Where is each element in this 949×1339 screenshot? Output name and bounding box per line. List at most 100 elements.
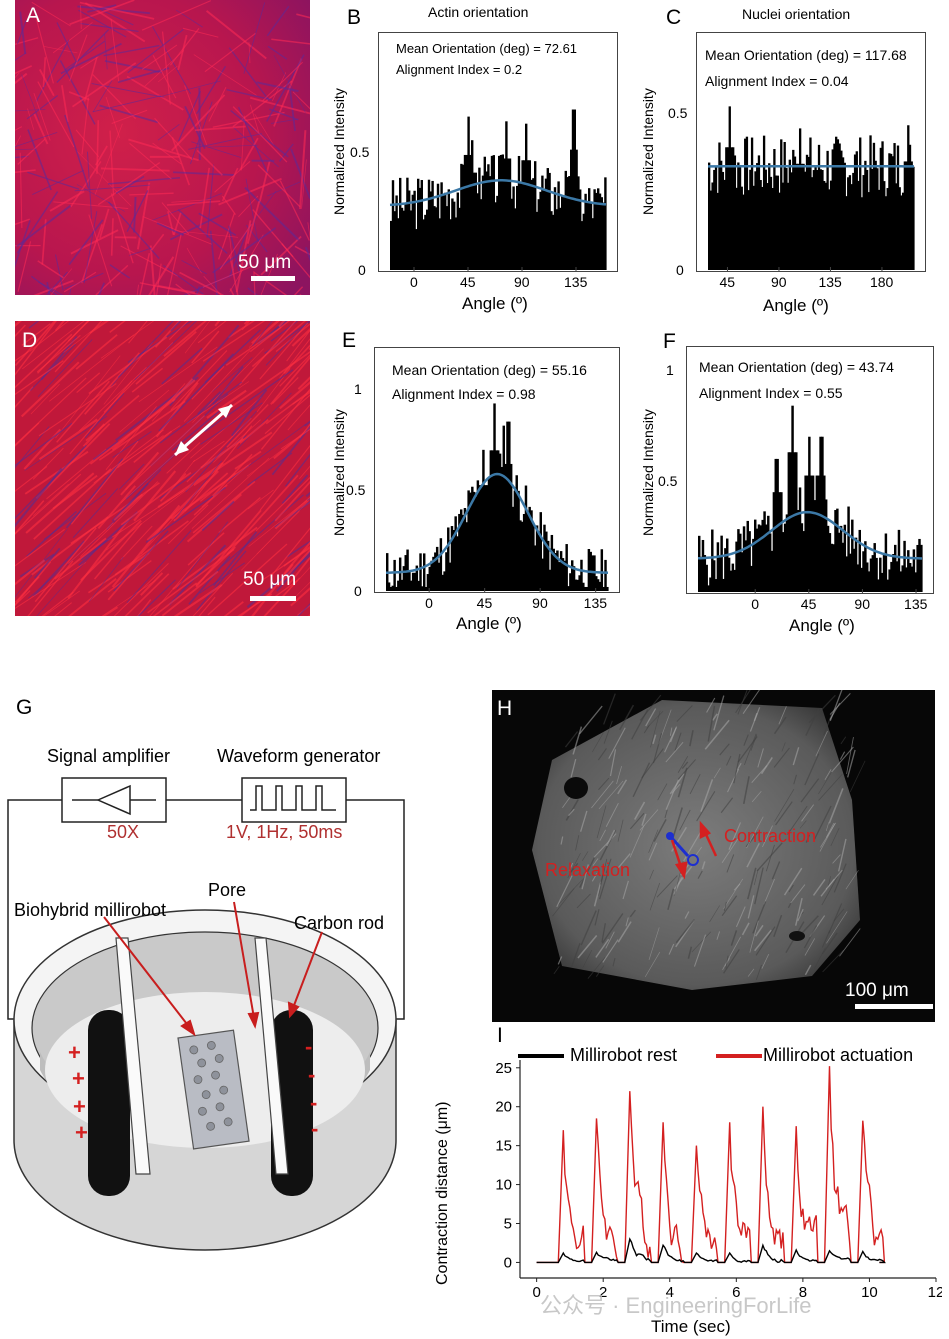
histogram-bar	[487, 164, 490, 270]
histogram-bar	[530, 510, 533, 591]
histogram-bar	[905, 161, 908, 270]
x-tick-label: 2	[599, 1284, 607, 1300]
histogram-bar	[908, 563, 912, 592]
histogram-bar	[434, 552, 437, 591]
histogram-bar	[395, 586, 398, 591]
histogram-bar	[767, 515, 770, 592]
x-tick-label: 45	[476, 595, 493, 611]
histogram-bar	[417, 580, 420, 591]
histogram-bar	[862, 175, 865, 270]
histogram-bar	[755, 528, 759, 592]
histogram-bar	[443, 571, 446, 591]
panel-c-histogram	[696, 32, 926, 272]
x-tick-label: 90	[532, 595, 548, 611]
histogram-bar	[787, 452, 791, 592]
histogram-bar	[768, 163, 771, 270]
histogram-bar	[506, 421, 509, 591]
histogram-bar	[523, 160, 526, 270]
histogram-bar	[524, 485, 528, 591]
histogram-bar	[426, 574, 430, 591]
histogram-bar	[449, 219, 452, 270]
histogram-bar	[467, 116, 470, 270]
histogram-bar	[903, 161, 907, 270]
legend-rest-label: Millirobot rest	[570, 1045, 678, 1065]
watermark: 公众号 · EngineeringForLife	[540, 1293, 812, 1318]
histogram-bar	[596, 579, 600, 591]
histogram-bar	[703, 555, 707, 592]
rest-series-line	[536, 1237, 887, 1264]
histogram-bar	[750, 137, 754, 270]
histogram-bar	[720, 535, 723, 592]
histogram-bar	[856, 564, 860, 592]
histogram-bar	[422, 219, 425, 270]
histogram-bar	[860, 197, 864, 270]
histogram-bar	[912, 549, 916, 592]
histogram-bar	[445, 206, 449, 270]
histogram-bar	[857, 180, 860, 270]
histogram-bar	[501, 154, 504, 270]
histogram-bar	[562, 195, 566, 270]
histogram-bar	[910, 161, 913, 270]
histogram-bar	[440, 182, 443, 270]
histogram-bar	[432, 556, 435, 591]
histogram-bar	[721, 171, 725, 270]
histogram-bar	[580, 221, 584, 270]
panel-b-title: Actin orientation	[428, 4, 529, 20]
carbon-rod-left	[88, 1010, 130, 1196]
histogram-bar	[778, 492, 781, 592]
histogram-bar	[718, 142, 721, 270]
millirobot-label: Biohybrid millirobot	[14, 900, 167, 920]
histogram-bar	[534, 545, 537, 591]
histogram-bar	[588, 188, 591, 270]
histogram-bar	[578, 575, 581, 591]
histogram-bar	[474, 172, 477, 270]
histogram-bar	[792, 149, 795, 270]
histogram-bar	[502, 425, 505, 591]
histogram-bar	[884, 533, 888, 592]
histogram-bar	[850, 184, 853, 270]
x-tick-label: 8	[799, 1284, 807, 1300]
histogram-bar	[395, 195, 398, 270]
histogram-bars	[390, 109, 607, 271]
histogram-bar	[840, 150, 843, 270]
panel-b-ylabel: Normalized Intensity	[331, 88, 347, 215]
histogram-bar	[460, 163, 463, 270]
histogram-bar	[828, 189, 831, 270]
histogram-bar	[737, 162, 740, 270]
histogram-bar	[727, 557, 731, 592]
histogram-bar	[869, 558, 873, 592]
histogram-bar	[521, 521, 524, 591]
histogram-bar	[400, 207, 404, 270]
histogram-bar	[806, 475, 809, 592]
histogram-bar	[545, 531, 548, 591]
panel-label-d: D	[22, 329, 38, 352]
histogram-bar	[577, 176, 580, 270]
histogram-bar	[458, 207, 461, 270]
histogram-bar	[465, 154, 468, 270]
histogram-bar	[522, 513, 526, 591]
gaussian-fit-line	[389, 179, 607, 207]
histogram-bar	[895, 183, 898, 270]
histogram-bar	[503, 158, 506, 270]
histogram-bar	[733, 569, 736, 592]
histogram-bar	[462, 164, 465, 270]
histogram-bar	[573, 109, 576, 271]
histogram-bar	[790, 172, 793, 270]
histogram-bar	[903, 540, 906, 592]
histogram-bar	[598, 581, 602, 591]
histogram-bar	[740, 186, 743, 270]
histogram-bar	[582, 213, 585, 270]
panel-f-ylabel: Normalized Intensity	[640, 409, 656, 536]
histogram-bar	[579, 189, 582, 270]
histogram-bar	[783, 142, 786, 270]
histogram-bar	[788, 159, 791, 270]
histogram-bar	[417, 178, 420, 270]
histogram-bar	[766, 183, 769, 270]
legend-actuation-label: Millirobot actuation	[763, 1045, 914, 1065]
panel-d-micrograph	[15, 321, 310, 616]
histogram-bar	[763, 511, 766, 592]
histogram-bar	[543, 524, 546, 591]
histogram-bar	[823, 181, 826, 270]
histogram-bar	[411, 194, 414, 270]
histogram-bar	[866, 562, 869, 592]
